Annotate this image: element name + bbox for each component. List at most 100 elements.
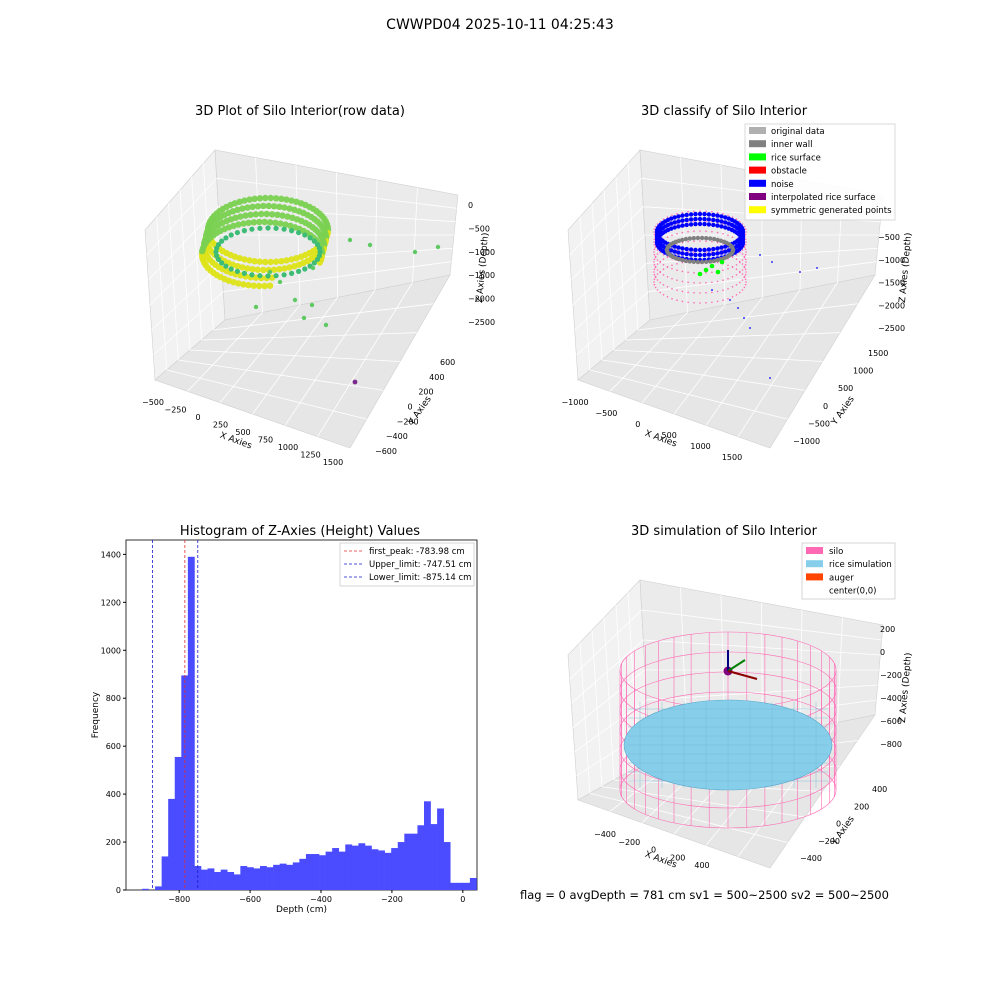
plot2-point <box>666 276 669 278</box>
plot1-x-tick: 750 <box>258 436 273 445</box>
plot2-point <box>711 301 713 304</box>
plot3-bar <box>273 864 280 890</box>
plot4-z-tick: −600 <box>880 717 902 726</box>
plot3-legend-label: Lower_limit: -875.14 cm <box>369 573 471 583</box>
plot2-point <box>684 246 689 252</box>
plot2-point <box>727 234 729 237</box>
plot3-bar <box>410 833 418 890</box>
plot2-point <box>711 210 713 213</box>
plot2-point <box>656 249 659 251</box>
plot3-bar <box>161 856 169 890</box>
plot3-bar <box>469 878 477 890</box>
plot2-point <box>671 297 673 300</box>
plot2-x-tick: 0 <box>635 420 640 429</box>
plot2-point <box>681 300 684 303</box>
plot1-point <box>249 266 256 273</box>
plot2-legend-label: inner wall <box>771 140 812 150</box>
plot1-point <box>234 206 241 213</box>
plot2-point <box>715 269 721 275</box>
plot2-point <box>666 256 669 259</box>
plot2-point <box>711 222 716 228</box>
plot4-z-tick: 200 <box>880 625 895 634</box>
plot2-point <box>681 270 684 273</box>
plot2-point <box>653 258 656 261</box>
plot2-point <box>693 240 695 242</box>
plot2-point <box>740 237 745 243</box>
plot1-point <box>236 198 243 205</box>
plot2-point <box>659 220 661 223</box>
plot2-point <box>745 231 747 233</box>
plot1-x-tick: 500 <box>235 428 250 437</box>
plot1-point <box>311 238 317 244</box>
plot2-point <box>715 213 720 218</box>
plot1-x-tick: −500 <box>142 398 164 407</box>
plot2-point <box>691 236 696 241</box>
plot2-point <box>799 271 801 273</box>
plot1-point <box>260 202 267 210</box>
plot1-point <box>257 273 263 279</box>
plot2-point <box>662 264 665 266</box>
plot3-bar <box>233 874 241 890</box>
plot2-point <box>687 210 689 213</box>
plot1-point <box>273 225 279 231</box>
plot1-point <box>352 379 358 385</box>
plot1-point <box>235 221 242 228</box>
plot2-point <box>743 265 746 268</box>
plot1-grid-line <box>146 178 217 256</box>
plot2-point <box>731 296 734 298</box>
plot2-point <box>735 268 738 271</box>
plot2-point <box>706 217 712 222</box>
plot2-point <box>680 213 685 218</box>
plot1-point <box>265 273 271 279</box>
plot1-point <box>256 195 264 202</box>
plot1-point <box>282 221 289 228</box>
plot2-point <box>666 236 669 238</box>
plot1-point <box>283 257 290 264</box>
plot2-point <box>662 268 665 271</box>
plot2-z-axis-label: Z Axies (Depth) <box>898 232 914 303</box>
plot1-z-tick: −2000 <box>468 295 495 304</box>
plot2-point <box>727 297 729 300</box>
plot2-point <box>654 286 657 289</box>
plot1-point <box>245 282 252 289</box>
plot2-point <box>669 221 674 226</box>
plot3-bar <box>443 842 451 890</box>
plot2-legend-label: obstacle <box>771 167 807 177</box>
plot1-point <box>412 249 418 255</box>
plot1-point <box>279 212 286 219</box>
plot2-point <box>656 259 659 261</box>
plot2-point <box>699 292 701 294</box>
plot2-point <box>672 244 677 249</box>
plot1-point <box>235 280 242 287</box>
plot2-point <box>744 233 747 236</box>
plot2-grid-line <box>569 178 642 256</box>
plot2-point <box>672 220 677 225</box>
plot1-z-tick: −1000 <box>468 248 495 257</box>
plot3-bar <box>378 850 385 890</box>
plot4-legend-swatch <box>806 547 823 554</box>
plot2-point <box>723 244 728 249</box>
plot2-point <box>705 292 707 294</box>
plot2-point <box>716 290 719 293</box>
plot2-point <box>669 216 674 221</box>
plot1-point <box>249 203 256 210</box>
plot2-point <box>653 243 656 246</box>
plot1-x-tick: 1000 <box>278 443 298 452</box>
plot1-point <box>293 255 300 262</box>
plot4-y-tick: 200 <box>854 802 869 811</box>
plot4-axis-arrow-x <box>727 670 758 680</box>
plot2-point <box>699 230 701 232</box>
plot3-bar <box>279 863 287 890</box>
plot2-point <box>719 214 724 219</box>
plot1-point <box>234 230 240 236</box>
plot2-legend-swatch <box>749 153 766 161</box>
plot3-bar <box>450 882 458 890</box>
plot2-point <box>705 240 707 242</box>
plot1-point <box>249 272 255 278</box>
plot2-point <box>719 245 724 250</box>
plot2-point <box>676 233 678 235</box>
plot1-x-tick: 250 <box>213 421 228 430</box>
plot2-point <box>693 282 695 284</box>
plot3-bar <box>312 854 320 890</box>
plot2-point <box>739 270 741 273</box>
